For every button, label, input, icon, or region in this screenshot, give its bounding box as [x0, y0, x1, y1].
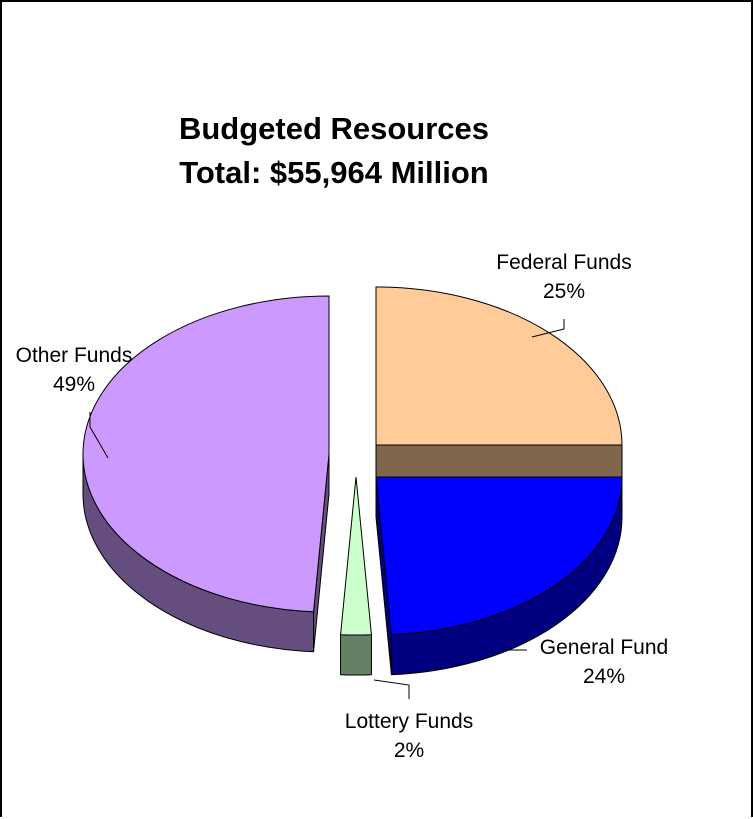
leader-line-other-funds — [89, 412, 109, 459]
slice-label-federal-funds: Federal Funds — [496, 251, 631, 274]
slice-value-general-fund: 24% — [583, 665, 625, 688]
chart-subtitle: Total: $55,964 Million — [179, 155, 489, 190]
pie-slice-top-other-funds — [82, 295, 330, 613]
slice-label-other-funds: Other Funds — [16, 344, 133, 367]
pie-slice-lottery-funds — [340, 476, 372, 676]
chart-title: Budgeted Resources — [179, 111, 489, 146]
pie-slice-wall-lottery-funds — [340, 634, 372, 676]
pie-slice-top-general-fund — [375, 476, 623, 636]
pie-slice-other-funds — [82, 295, 330, 653]
pie-slices — [82, 286, 623, 676]
slice-value-other-funds: 49% — [53, 373, 95, 396]
leader-line-federal-funds — [531, 319, 565, 338]
pie-labels: Federal Funds 25% General Fund 24% Lottery F… — [16, 251, 669, 762]
pie-slice-general-fund — [375, 476, 623, 676]
slice-label-general-fund: General Fund — [540, 636, 668, 659]
slice-label-lottery-funds: Lottery Funds — [345, 710, 473, 733]
slice-value-federal-funds: 25% — [543, 280, 585, 303]
pie-slice-top-lottery-funds — [340, 476, 372, 636]
pie-slice-federal-funds — [375, 286, 623, 486]
slice-value-lottery-funds: 2% — [394, 739, 424, 762]
pie-slice-top-federal-funds — [375, 286, 623, 446]
leader-line-lottery-funds — [373, 679, 410, 699]
